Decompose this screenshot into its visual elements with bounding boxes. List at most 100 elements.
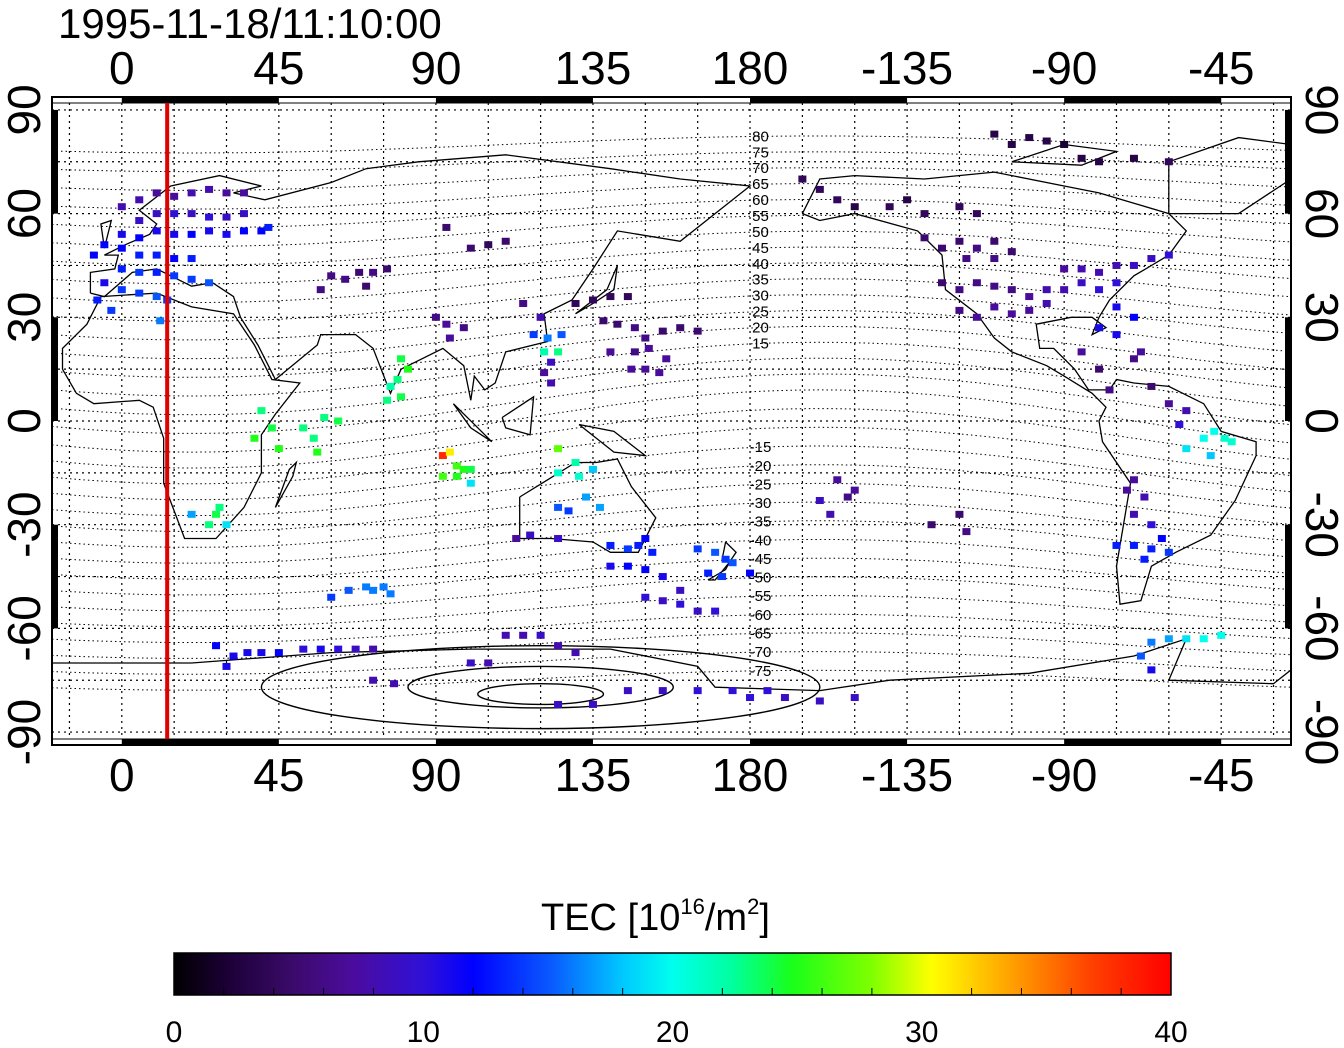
mlat-contour xyxy=(52,576,1291,612)
left-lat-label: 30 xyxy=(0,292,50,343)
mlat-label: -30 xyxy=(750,495,772,512)
tec-point xyxy=(1007,310,1016,318)
tec-point xyxy=(212,642,221,650)
mlat-label: 40 xyxy=(752,256,769,273)
mlat-contour xyxy=(52,309,1291,360)
tec-point xyxy=(630,324,639,332)
top-lon-label: 135 xyxy=(555,42,632,94)
tec-point xyxy=(641,593,650,601)
bottom-axis-band xyxy=(750,739,908,745)
tec-point xyxy=(445,448,454,456)
tec-point xyxy=(1077,348,1086,356)
tec-point xyxy=(627,365,636,373)
tec-point xyxy=(606,348,615,356)
top-axis-band xyxy=(435,97,593,103)
tec-point xyxy=(554,469,563,477)
coastline xyxy=(452,403,493,443)
tec-point xyxy=(442,320,451,328)
tec-point xyxy=(205,213,214,221)
top-axis-band xyxy=(750,97,908,103)
tec-point xyxy=(1140,493,1149,501)
tec-point xyxy=(655,369,664,377)
top-lon-label: 90 xyxy=(410,42,461,94)
tec-point xyxy=(990,255,999,263)
tec-point xyxy=(187,189,196,197)
tec-point xyxy=(1164,548,1173,556)
tec-point xyxy=(536,313,545,321)
tec-point xyxy=(1175,420,1184,428)
right-lat-label: 60 xyxy=(1296,188,1344,239)
tec-point xyxy=(606,541,615,549)
tec-point xyxy=(274,649,283,657)
tec-point xyxy=(369,586,378,594)
tec-point xyxy=(117,286,126,294)
magnetic-latitude-contours xyxy=(52,135,1291,730)
tec-point xyxy=(1077,154,1086,162)
mlat-label: -45 xyxy=(750,551,772,568)
tec-point xyxy=(1210,427,1219,435)
tec-point xyxy=(309,434,318,442)
tec-point xyxy=(117,244,126,252)
tec-point xyxy=(843,493,852,501)
right-lat-label: -60 xyxy=(1296,595,1344,661)
tec-point xyxy=(798,175,807,183)
tec-point xyxy=(955,306,964,314)
tec-point xyxy=(459,324,468,332)
tec-point xyxy=(484,659,493,667)
mlat-label: 80 xyxy=(752,128,769,145)
tec-point xyxy=(135,196,144,204)
tec-point xyxy=(529,331,538,339)
tec-point xyxy=(676,324,685,332)
coastline xyxy=(575,265,619,315)
tec-point xyxy=(571,299,580,307)
top-lon-label: -45 xyxy=(1188,42,1254,94)
tec-point xyxy=(215,503,224,511)
mlat-label: -65 xyxy=(750,626,772,643)
tec-point xyxy=(1095,286,1104,294)
tec-point xyxy=(316,645,325,653)
tec-point xyxy=(972,279,981,287)
colorbar-tick-label: 10 xyxy=(407,1016,440,1048)
right-lat-label: 90 xyxy=(1296,84,1344,135)
coastline xyxy=(89,154,752,401)
tec-point xyxy=(152,210,161,218)
top-longitude-labels: 0 45 90 135 180 -135 -90 -45 xyxy=(109,42,1254,94)
tec-point xyxy=(390,680,399,688)
tec-point xyxy=(606,293,615,301)
tec-point xyxy=(606,562,615,570)
tec-point xyxy=(595,503,604,511)
tec-point xyxy=(972,210,981,218)
tec-point xyxy=(833,196,842,204)
left-lat-label: -60 xyxy=(0,595,50,661)
right-lat-label: -90 xyxy=(1296,699,1344,765)
tec-point xyxy=(362,583,371,591)
mlat-contour xyxy=(52,539,1291,580)
tec-point xyxy=(536,631,545,639)
tec-point xyxy=(885,203,894,211)
tec-point xyxy=(547,358,556,366)
tec-point xyxy=(1060,286,1069,294)
tec-point xyxy=(815,497,824,504)
tec-point xyxy=(571,458,580,466)
tec-point xyxy=(1112,279,1121,287)
tec-point xyxy=(1095,158,1104,166)
tec-point xyxy=(711,548,720,556)
bottom-lon-label: -90 xyxy=(1031,749,1097,801)
tec-point xyxy=(1077,265,1086,273)
tec-point xyxy=(89,251,98,259)
tec-point xyxy=(1095,365,1104,373)
tec-point xyxy=(351,645,360,653)
tec-point xyxy=(466,465,475,473)
tec-point xyxy=(1157,535,1166,543)
tec-point xyxy=(187,510,196,518)
tec-point xyxy=(704,569,713,577)
mlat-label: -15 xyxy=(750,439,772,456)
tec-point xyxy=(1042,299,1051,307)
coastline xyxy=(501,395,535,436)
mlat-contour xyxy=(52,325,1291,378)
tec-point xyxy=(299,645,308,653)
tec-point xyxy=(316,286,325,294)
tec-point xyxy=(990,130,999,138)
tec-point xyxy=(222,662,231,670)
tec-point xyxy=(780,694,789,702)
